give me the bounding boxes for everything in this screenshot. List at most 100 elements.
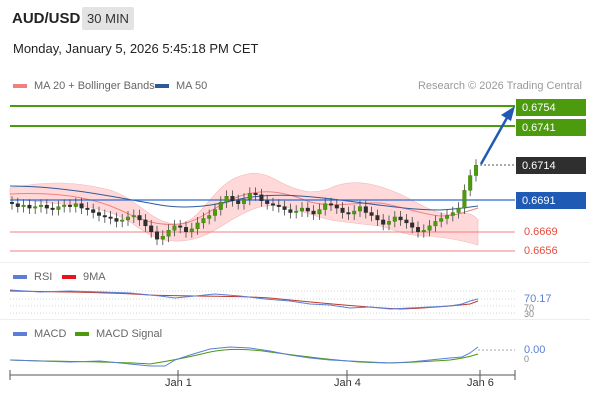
rsi-ma-line bbox=[9, 290, 479, 310]
candle-body bbox=[125, 216, 130, 221]
x-label-jan6: Jan 6 bbox=[467, 377, 494, 389]
candle-body bbox=[317, 209, 322, 215]
candle-body bbox=[300, 207, 305, 212]
candle-body bbox=[439, 218, 444, 222]
candle-body bbox=[166, 230, 171, 237]
candle-body bbox=[33, 206, 38, 209]
candle-body bbox=[91, 209, 96, 213]
candle-body bbox=[369, 212, 374, 216]
s1-label: 0.6669 bbox=[524, 226, 558, 238]
candle-body bbox=[247, 193, 252, 200]
ma50-label: MA 50 bbox=[176, 80, 208, 92]
candle-body bbox=[265, 200, 270, 204]
ma20-swatch bbox=[13, 84, 27, 88]
candle-body bbox=[79, 203, 84, 209]
candle-body bbox=[85, 207, 90, 210]
candle-body bbox=[392, 216, 397, 222]
timestamp: Monday, January 5, 2026 5:45:18 PM CET bbox=[13, 41, 259, 56]
candle-body bbox=[27, 204, 32, 209]
x-label-jan4: Jan 4 bbox=[334, 377, 361, 389]
projection-arrow-head bbox=[501, 106, 515, 121]
candle-body bbox=[352, 210, 357, 215]
candle-body bbox=[282, 206, 287, 210]
candle-body bbox=[15, 203, 20, 207]
chart-header: AUD/USD 30 MIN Monday, January 5, 2026 5… bbox=[0, 0, 590, 75]
rsi-value: 70.17 bbox=[524, 293, 552, 305]
candle-body bbox=[288, 209, 293, 213]
candle-body bbox=[340, 207, 345, 213]
legend-ma20: MA 20 + Bollinger Bands bbox=[13, 80, 155, 92]
candle-body bbox=[50, 207, 55, 210]
rsi-line bbox=[9, 289, 479, 310]
candle-body bbox=[311, 210, 316, 215]
candle-body bbox=[398, 216, 403, 221]
candle-body bbox=[427, 225, 432, 231]
candle-body bbox=[474, 164, 479, 176]
legend-rsi: RSI bbox=[13, 271, 52, 283]
ma20-label: MA 20 + Bollinger Bands bbox=[34, 80, 155, 92]
macd-line bbox=[9, 346, 479, 367]
candle-body bbox=[358, 206, 363, 212]
last-price-tag: 0.6714 bbox=[516, 157, 586, 174]
candle-body bbox=[178, 225, 183, 228]
x-label-jan1: Jan 1 bbox=[165, 377, 192, 389]
candle-body bbox=[450, 212, 455, 216]
divider-macd bbox=[0, 319, 590, 320]
candle-body bbox=[62, 204, 67, 207]
ma20-line bbox=[9, 191, 479, 225]
candle-body bbox=[114, 218, 119, 222]
legend-macd-signal: MACD Signal bbox=[75, 328, 162, 340]
candle-body bbox=[241, 199, 246, 204]
candle-body bbox=[67, 204, 72, 207]
candle-body bbox=[416, 227, 421, 232]
candle-body bbox=[102, 215, 107, 218]
candle-body bbox=[201, 218, 206, 224]
candle-body bbox=[160, 236, 165, 240]
macd-ref-label: 0 bbox=[524, 354, 530, 364]
candle-body bbox=[294, 210, 299, 213]
macd-swatch bbox=[13, 332, 27, 336]
macd-signal-label: MACD Signal bbox=[96, 328, 163, 340]
legend-macd: MACD bbox=[13, 328, 66, 340]
rsi-ma-label: 9MA bbox=[83, 271, 106, 283]
candle-body bbox=[381, 219, 386, 225]
candle-body bbox=[73, 203, 78, 207]
divider-rsi bbox=[0, 262, 590, 263]
candle-body bbox=[108, 216, 113, 219]
candle-body bbox=[224, 196, 229, 203]
candle-body bbox=[323, 203, 328, 210]
pivot-tag: 0.6691 bbox=[516, 192, 586, 209]
candle-body bbox=[143, 219, 148, 227]
legend-ma50: MA 50 bbox=[155, 80, 207, 92]
candle-body bbox=[137, 215, 142, 221]
candle-body bbox=[276, 204, 281, 207]
candle-body bbox=[96, 212, 101, 216]
rsi-swatch bbox=[13, 275, 27, 279]
rsi-ref-a-label: 70 bbox=[524, 303, 535, 313]
candle-body bbox=[21, 204, 26, 207]
candle-body bbox=[468, 175, 473, 191]
candle-body bbox=[445, 215, 450, 219]
projection-arrow-line bbox=[479, 115, 510, 165]
candle-body bbox=[410, 222, 415, 228]
candle-body bbox=[462, 190, 467, 209]
candle-body bbox=[421, 230, 426, 232]
candle-body bbox=[56, 206, 61, 210]
candle-body bbox=[404, 219, 409, 224]
candle-body bbox=[259, 194, 264, 201]
candle-body bbox=[218, 201, 223, 210]
candle-body bbox=[207, 215, 212, 219]
candle-body bbox=[375, 215, 380, 221]
macd-label: MACD bbox=[34, 328, 67, 340]
r1-tag: 0.6741 bbox=[516, 119, 586, 136]
credit-text: Research © 2026 Trading Central bbox=[417, 80, 582, 92]
rsi-label: RSI bbox=[34, 271, 53, 283]
rsi-ma-swatch bbox=[62, 275, 76, 279]
timeframe-button[interactable]: 30 MIN bbox=[82, 7, 134, 30]
candle-body bbox=[212, 209, 217, 216]
candle-body bbox=[39, 204, 44, 207]
ma50-swatch bbox=[155, 84, 169, 88]
s2-label: 0.6656 bbox=[524, 245, 558, 257]
candle-body bbox=[236, 200, 241, 204]
